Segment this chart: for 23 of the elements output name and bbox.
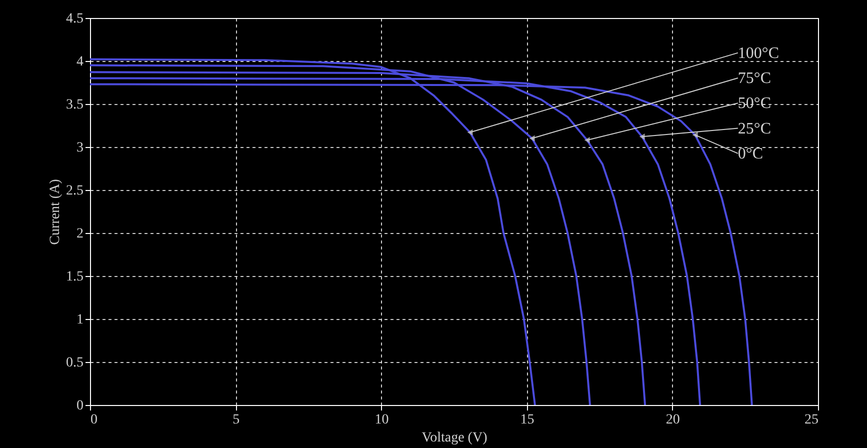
annotation: 50°C — [738, 95, 771, 112]
y-axis-title: Current (A) — [48, 178, 63, 245]
annotation: 100°C — [738, 44, 779, 62]
x-tick-label: 10 — [374, 412, 389, 428]
annotation: 25°C — [738, 120, 771, 138]
y-tick-label: 3 — [76, 140, 84, 156]
y-tick-label: 2 — [76, 226, 84, 242]
y-tick-label: 1.5 — [66, 270, 84, 284]
x-tick-label: 20 — [666, 412, 680, 428]
x-tick-label: 15 — [520, 412, 534, 428]
x-tick-label: 5 — [232, 412, 240, 428]
y-tick-label: 3.5 — [66, 98, 84, 112]
y-tick-label: 1 — [76, 312, 84, 328]
x-tick-label: 0 — [90, 412, 98, 428]
annotation: 75°C — [738, 70, 771, 87]
x-tick-label: 25 — [804, 412, 818, 428]
y-tick-label: 0 — [76, 398, 84, 414]
y-tick-label: 2.5 — [66, 184, 84, 198]
y-tick-label: 4.5 — [66, 12, 84, 26]
y-tick-label: 4 — [76, 54, 84, 70]
annotation: 0°C — [738, 145, 763, 162]
y-tick-label: 0.5 — [66, 356, 84, 370]
x-axis-title: Voltage (V) — [422, 430, 488, 446]
